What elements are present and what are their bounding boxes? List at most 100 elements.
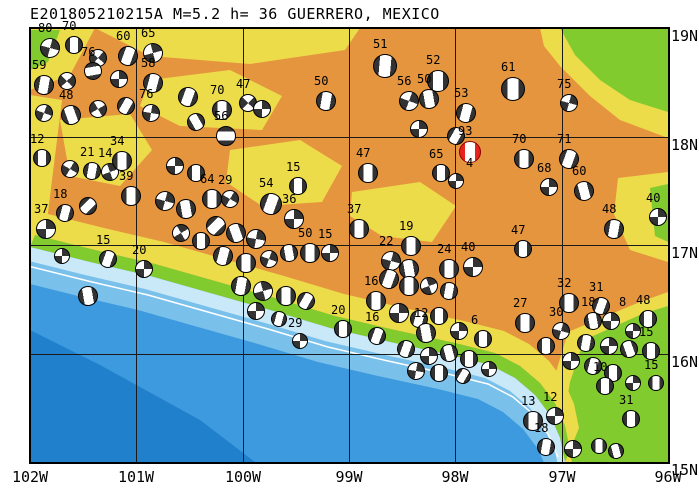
depth-label: 18 xyxy=(534,421,549,435)
beachball xyxy=(501,77,525,101)
depth-label: 20 xyxy=(132,243,147,257)
depth-label: 61 xyxy=(501,60,516,74)
beachball xyxy=(236,253,256,273)
beachball xyxy=(562,352,580,370)
beachball xyxy=(250,278,276,304)
depth-label: 29 xyxy=(218,173,233,187)
beachball xyxy=(96,247,120,271)
depth-label: 14 xyxy=(98,146,113,160)
beachball xyxy=(376,266,402,292)
grid-parallel xyxy=(30,354,668,355)
beachball xyxy=(175,84,201,110)
beachball xyxy=(202,189,222,209)
beachball xyxy=(229,274,253,298)
depth-label: 31 xyxy=(589,280,604,294)
beachball xyxy=(639,310,657,328)
beachball xyxy=(112,151,132,171)
beachball xyxy=(371,52,399,80)
beachball xyxy=(602,217,626,241)
beachball xyxy=(166,157,184,175)
depth-label: 31 xyxy=(619,393,634,407)
beachball xyxy=(135,260,153,278)
lon-tick-label: 97W xyxy=(548,468,576,486)
depth-label: 48 xyxy=(59,88,74,102)
depth-label: 58 xyxy=(141,56,156,70)
beachball xyxy=(256,189,286,219)
beachball xyxy=(113,93,139,119)
beachball xyxy=(247,302,265,320)
beachball xyxy=(564,440,582,458)
lowland-patch xyxy=(140,70,282,130)
depth-label: 40 xyxy=(461,240,476,254)
depth-label: 6 xyxy=(471,313,479,327)
depth-label: 29 xyxy=(288,316,303,330)
beachball xyxy=(474,330,492,348)
beachball xyxy=(396,88,422,114)
depth-label: 70 xyxy=(512,132,527,146)
beachball xyxy=(75,193,101,219)
beachball xyxy=(349,219,369,239)
depth-label: 68 xyxy=(537,161,552,175)
lat-tick-label: 19N xyxy=(671,27,699,45)
grid-parallel xyxy=(30,137,668,138)
beachball xyxy=(437,341,461,365)
beachball xyxy=(622,410,640,428)
beachball xyxy=(293,288,319,314)
depth-label: 47 xyxy=(511,223,526,237)
depth-label: 52 xyxy=(426,53,441,67)
coastal-plain xyxy=(560,28,668,112)
beachball xyxy=(284,209,304,229)
depth-label: 20 xyxy=(331,303,346,317)
beachball xyxy=(115,43,141,69)
depth-label: 19 xyxy=(399,219,414,233)
beachball xyxy=(140,102,162,124)
beachball xyxy=(269,309,289,329)
beachball xyxy=(432,164,450,182)
depth-label: 36 xyxy=(282,192,297,206)
beachball xyxy=(300,243,320,263)
depth-label: 48 xyxy=(636,293,651,307)
depth-label: 18 xyxy=(53,187,68,201)
beachball xyxy=(453,100,479,126)
beachball xyxy=(439,259,459,279)
beachball xyxy=(65,36,83,54)
lon-tick-label: 99W xyxy=(335,468,363,486)
depth-label: 64 xyxy=(200,172,215,186)
depth-label: 15 xyxy=(286,160,301,174)
depth-label: 15 xyxy=(318,227,333,241)
beachball xyxy=(53,201,77,225)
depth-label: 16 xyxy=(364,274,379,288)
beachball xyxy=(314,89,338,113)
depth-label: 4 xyxy=(466,156,474,170)
lowland-patch xyxy=(30,95,62,246)
depth-label: 22 xyxy=(379,234,394,248)
depth-label: 37 xyxy=(34,202,49,216)
beachball xyxy=(210,243,236,269)
beachball xyxy=(540,178,558,196)
depth-label: 75 xyxy=(557,77,572,91)
depth-label: 47 xyxy=(236,77,251,91)
beachball xyxy=(54,248,70,264)
beachball xyxy=(394,337,418,361)
beachball xyxy=(121,186,141,206)
beachball xyxy=(414,321,438,345)
depth-label: 15 xyxy=(639,325,654,339)
depth-label: 16 xyxy=(365,310,380,324)
depth-label: 40 xyxy=(646,191,661,205)
beachball xyxy=(438,280,460,302)
lon-tick-label: 100W xyxy=(224,468,262,486)
beachball xyxy=(648,375,664,391)
beachball xyxy=(523,411,543,431)
beachball xyxy=(596,377,614,395)
depth-label: 12 xyxy=(543,390,558,404)
beachball xyxy=(591,438,607,454)
depth-label: 54 xyxy=(259,176,274,190)
beachball xyxy=(257,247,281,271)
beachball xyxy=(152,188,178,214)
beachball xyxy=(334,320,352,338)
depth-label: 21 xyxy=(80,145,95,159)
beachball xyxy=(546,407,564,425)
